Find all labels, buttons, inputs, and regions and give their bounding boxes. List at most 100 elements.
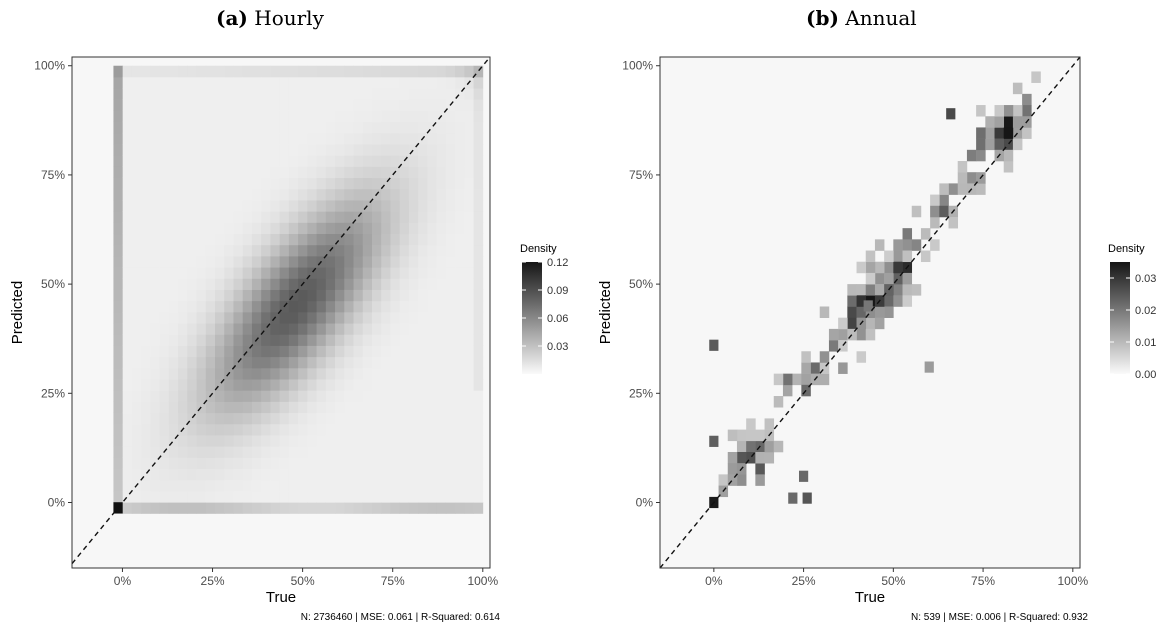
heatmap-cell [902, 284, 913, 296]
heatmap-cell [131, 132, 142, 145]
heatmap-cell [344, 211, 354, 223]
heatmap-cell [381, 211, 391, 223]
heatmap-cell [251, 491, 262, 503]
heatmap-cell [298, 356, 308, 369]
heatmap-cell [418, 423, 428, 436]
heatmap-cell [113, 367, 124, 380]
heatmap-cell [168, 435, 179, 447]
identity-line [71, 56, 491, 565]
heatmap-cell [325, 76, 336, 89]
heatmap-cell [371, 300, 382, 313]
heatmap-cell [427, 491, 438, 503]
heatmap-cell [874, 239, 885, 251]
heatmap-cell [344, 323, 354, 335]
heatmap-cell [1003, 149, 1014, 162]
heatmap-cell [381, 99, 391, 111]
heatmap-cell [141, 144, 151, 156]
heatmap-cell [353, 457, 364, 470]
heatmap-cell [316, 278, 327, 290]
heatmap-cell [261, 479, 271, 492]
heatmap-cell [215, 367, 225, 380]
heatmap-cell [325, 323, 336, 335]
heatmap-cell [131, 502, 142, 514]
heatmap-cell [893, 272, 903, 285]
heatmap-cell [279, 491, 290, 503]
heatmap-cell [353, 345, 364, 358]
heatmap-cell [205, 155, 216, 167]
heatmap-cell [122, 300, 133, 313]
heatmap-cell [464, 177, 474, 190]
heatmap-cell [261, 379, 271, 391]
y-tick-label: 25% [41, 386, 65, 400]
heatmap-cell [215, 255, 225, 268]
heatmap-cell [205, 457, 216, 470]
heatmap-cell [131, 76, 142, 89]
plot-border [659, 56, 1081, 569]
heatmap-cell [233, 502, 244, 514]
heatmap-cell [251, 222, 262, 235]
heatmap-cell [122, 289, 133, 302]
heatmap-cell [288, 110, 299, 123]
heatmap-cells [113, 65, 484, 514]
heatmap-cell [215, 278, 225, 290]
heatmap-cell [399, 401, 410, 414]
heatmap-cell [445, 211, 456, 223]
heatmap-cell [427, 76, 438, 89]
heatmap-cell [335, 390, 345, 402]
heatmap-cell [122, 323, 133, 335]
heatmap-cell [150, 177, 161, 190]
heatmap-cell [473, 379, 484, 391]
heatmap-cell [335, 88, 345, 100]
heatmap-cell [399, 446, 410, 458]
heatmap-cell [966, 172, 977, 184]
heatmap-cell [178, 121, 188, 134]
heatmap-cell [810, 362, 821, 374]
heatmap-cell [362, 390, 373, 402]
heatmap-cell [224, 345, 234, 358]
heatmap-cell [298, 188, 308, 201]
heatmap-cell [224, 267, 234, 279]
heatmap-cell [261, 200, 271, 212]
heatmap-cell [362, 211, 373, 223]
heatmap-cell [418, 177, 428, 190]
heatmap-cell [455, 311, 465, 324]
heatmap-cell [344, 155, 354, 167]
heatmap-cell [325, 502, 336, 514]
heatmap-cell [150, 323, 161, 335]
heatmap-cell [270, 144, 281, 156]
heatmap-cell [113, 311, 124, 324]
heatmap-cell [122, 233, 133, 246]
heatmap-cell [371, 479, 382, 492]
heatmap-cell [362, 423, 373, 436]
heatmap-cell [985, 127, 995, 139]
heatmap-cell [445, 244, 456, 257]
heatmap-cell [464, 188, 474, 201]
heatmap-cell [141, 65, 151, 78]
heatmap-cell [141, 166, 151, 179]
heatmap-cell [445, 491, 456, 503]
heatmap-cell [828, 340, 839, 352]
heatmap-cell [399, 211, 410, 223]
heatmap-cell [436, 323, 447, 335]
heatmap-cell [178, 479, 188, 492]
heatmap-cell [298, 76, 308, 89]
heatmap-cell [168, 255, 179, 268]
heatmap-cell [325, 311, 336, 324]
heatmap-cell [141, 188, 151, 201]
heatmap-cell [445, 88, 456, 100]
heatmap-cell [335, 188, 345, 201]
heatmap-cell [150, 379, 161, 391]
heatmap-cell [307, 88, 317, 100]
heatmap-cell [994, 116, 1005, 128]
heatmap-cell [316, 435, 327, 447]
heatmap-cell [344, 345, 354, 358]
heatmap-cell [224, 311, 234, 324]
legend-label: 0.03 [547, 341, 568, 353]
heatmap-cell [408, 457, 419, 470]
heatmap-cell [353, 323, 364, 335]
heatmap-cell [196, 233, 207, 246]
heatmap-cell [436, 200, 447, 212]
heatmap-cell [819, 351, 830, 363]
heatmap-cell [371, 222, 382, 235]
heatmap-cell [390, 289, 401, 302]
